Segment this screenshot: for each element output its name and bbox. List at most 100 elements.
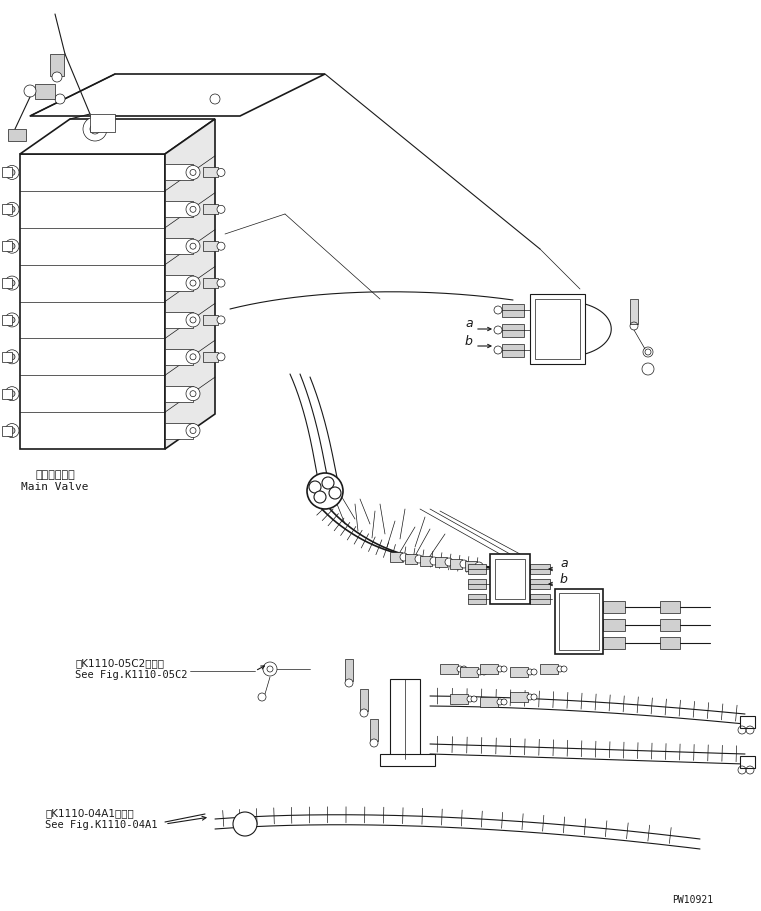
Bar xyxy=(510,667,528,677)
Bar xyxy=(630,300,638,324)
Bar xyxy=(502,324,524,338)
Text: See Fig.K1110-04A1: See Fig.K1110-04A1 xyxy=(45,819,158,829)
Circle shape xyxy=(5,387,19,401)
Circle shape xyxy=(445,558,453,567)
Circle shape xyxy=(345,680,353,687)
Bar xyxy=(468,565,486,574)
Bar xyxy=(465,561,477,571)
Bar xyxy=(390,680,420,759)
Circle shape xyxy=(531,694,537,701)
Circle shape xyxy=(494,327,502,334)
Bar xyxy=(165,165,193,181)
Circle shape xyxy=(9,244,15,250)
Bar xyxy=(480,697,498,707)
Circle shape xyxy=(457,666,463,672)
Circle shape xyxy=(497,700,503,705)
Bar xyxy=(540,664,558,674)
Circle shape xyxy=(370,739,378,747)
Circle shape xyxy=(9,391,15,397)
Circle shape xyxy=(460,560,468,568)
Circle shape xyxy=(467,696,473,702)
Bar xyxy=(165,239,193,255)
Bar xyxy=(450,694,468,704)
Circle shape xyxy=(309,482,321,494)
Bar xyxy=(2,242,12,252)
Circle shape xyxy=(9,354,15,361)
Circle shape xyxy=(217,280,225,288)
Circle shape xyxy=(471,696,477,702)
Text: See Fig.K1110-05C2: See Fig.K1110-05C2 xyxy=(75,670,187,680)
Circle shape xyxy=(9,207,15,213)
Circle shape xyxy=(217,353,225,362)
Circle shape xyxy=(217,317,225,324)
Bar xyxy=(390,552,402,562)
Bar xyxy=(660,601,680,613)
Circle shape xyxy=(322,477,334,489)
Text: b: b xyxy=(560,572,568,586)
Text: PW10921: PW10921 xyxy=(672,894,713,904)
Bar xyxy=(165,350,193,365)
Circle shape xyxy=(9,428,15,434)
Bar xyxy=(740,756,755,768)
Bar xyxy=(490,555,530,604)
Bar xyxy=(495,559,525,599)
Bar xyxy=(345,660,353,681)
Bar xyxy=(420,557,432,567)
Bar xyxy=(360,690,368,711)
Bar xyxy=(535,300,580,360)
Circle shape xyxy=(9,170,15,176)
Circle shape xyxy=(186,387,200,401)
Circle shape xyxy=(481,670,487,675)
Polygon shape xyxy=(165,120,215,449)
Circle shape xyxy=(501,666,507,672)
Bar xyxy=(559,593,599,650)
Bar xyxy=(35,85,55,100)
Bar xyxy=(165,423,193,439)
Circle shape xyxy=(314,491,326,504)
Text: Main Valve: Main Valve xyxy=(21,482,89,491)
Text: a: a xyxy=(560,557,568,569)
Text: 第K1110-04A1図参照: 第K1110-04A1図参照 xyxy=(45,807,134,817)
Bar xyxy=(480,664,498,674)
Bar xyxy=(530,579,550,589)
Bar xyxy=(2,389,12,399)
Bar xyxy=(165,386,193,403)
Circle shape xyxy=(497,666,503,672)
Circle shape xyxy=(55,95,65,105)
Bar xyxy=(468,594,486,604)
Circle shape xyxy=(186,425,200,438)
Bar xyxy=(510,692,528,702)
Polygon shape xyxy=(20,120,215,155)
Circle shape xyxy=(461,666,467,672)
Circle shape xyxy=(52,73,62,83)
Circle shape xyxy=(527,694,533,701)
Bar xyxy=(50,55,64,77)
Bar xyxy=(2,426,12,436)
Bar xyxy=(740,716,755,728)
Circle shape xyxy=(186,351,200,364)
Text: b: b xyxy=(465,334,473,348)
Bar xyxy=(380,754,435,766)
Circle shape xyxy=(561,666,567,672)
Bar xyxy=(603,619,625,631)
Circle shape xyxy=(494,346,502,354)
Circle shape xyxy=(494,307,502,314)
Bar xyxy=(530,594,550,604)
Bar xyxy=(203,242,218,252)
Bar xyxy=(2,279,12,289)
Bar xyxy=(405,555,417,565)
Circle shape xyxy=(210,95,220,105)
Bar xyxy=(603,601,625,613)
Circle shape xyxy=(186,203,200,217)
Bar xyxy=(2,315,12,325)
Bar xyxy=(450,559,462,569)
Bar xyxy=(502,304,524,318)
Circle shape xyxy=(217,243,225,251)
Circle shape xyxy=(9,281,15,287)
Text: 第K1110-05C2図参照: 第K1110-05C2図参照 xyxy=(75,657,164,667)
Circle shape xyxy=(5,240,19,254)
Circle shape xyxy=(9,318,15,323)
Bar xyxy=(2,169,12,179)
Circle shape xyxy=(83,118,107,142)
Bar xyxy=(460,667,478,677)
